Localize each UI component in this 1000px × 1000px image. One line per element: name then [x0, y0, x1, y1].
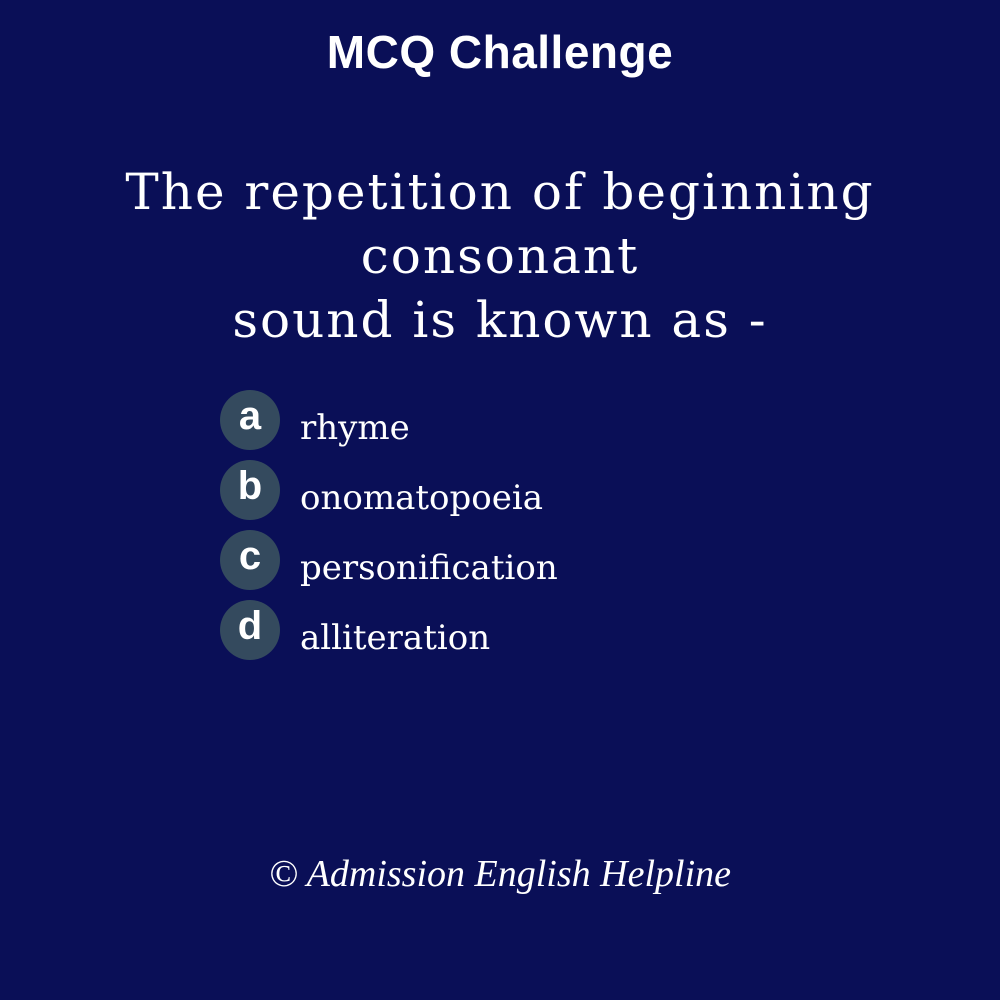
option-b[interactable]: b onomatopoeia — [220, 460, 820, 530]
question-line-2: sound is known as - — [232, 291, 768, 349]
copyright-footer: © Admission English Helpline — [269, 853, 731, 895]
option-c[interactable]: c personification — [220, 530, 820, 600]
option-c-label: personification — [300, 548, 558, 588]
options-list: a rhyme b onomatopoeia c personification… — [220, 390, 820, 670]
page-title: MCQ Challenge — [326, 26, 674, 78]
option-d[interactable]: d alliteration — [220, 600, 820, 670]
question-line-1: The repetition of beginning consonant — [125, 163, 875, 285]
option-c-badge: c — [220, 530, 280, 590]
question-text: The repetition of beginning consonant so… — [0, 160, 1000, 352]
option-a-label: rhyme — [300, 408, 410, 448]
option-b-badge: b — [220, 460, 280, 520]
option-a[interactable]: a rhyme — [220, 390, 820, 460]
option-d-badge: d — [220, 600, 280, 660]
option-d-label: alliteration — [300, 618, 491, 658]
option-a-badge: a — [220, 390, 280, 450]
option-b-label: onomatopoeia — [300, 478, 543, 518]
